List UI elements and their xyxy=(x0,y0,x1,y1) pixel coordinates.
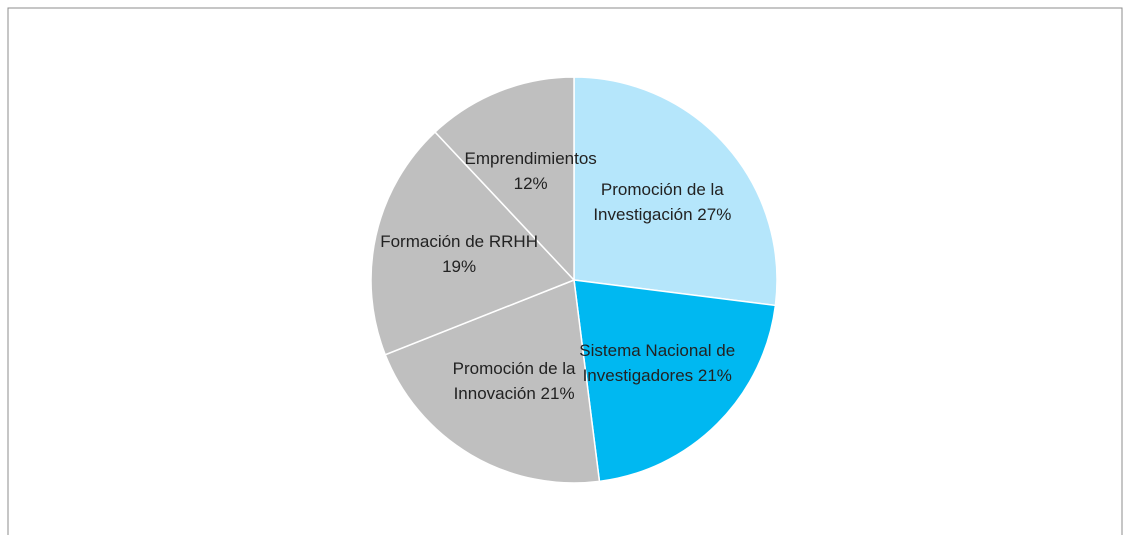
pie-slice xyxy=(384,278,601,484)
category-label: Emprendimientos xyxy=(464,148,597,168)
chart-frame xyxy=(7,7,1123,535)
slice-label: Emprendimientos 12% xyxy=(451,146,611,196)
value-label: 21% xyxy=(697,366,732,386)
slice-label: Promoción de la Innovación 21% xyxy=(434,356,594,406)
pie-slice xyxy=(433,76,575,282)
slice-label: Formación de RRHH 19% xyxy=(379,229,539,279)
pie-slice xyxy=(573,279,777,483)
value-label: 27% xyxy=(697,205,732,225)
slice-label: Promoción de la Investigación 27% xyxy=(582,177,742,227)
pie-slice xyxy=(370,130,576,356)
category-label: Sistema Nacional de Investigadores xyxy=(579,341,736,386)
pie-slice xyxy=(573,76,778,307)
slice-label: Sistema Nacional de Investigadores 21% xyxy=(577,338,737,388)
category-label: Formación de RRHH xyxy=(380,232,538,252)
category-label: Promoción de la Investigación xyxy=(593,180,724,225)
value-label: 19% xyxy=(442,257,477,277)
value-label: 12% xyxy=(513,173,548,193)
value-label: 21% xyxy=(540,384,575,404)
category-label: Promoción de la Innovación xyxy=(452,359,576,404)
